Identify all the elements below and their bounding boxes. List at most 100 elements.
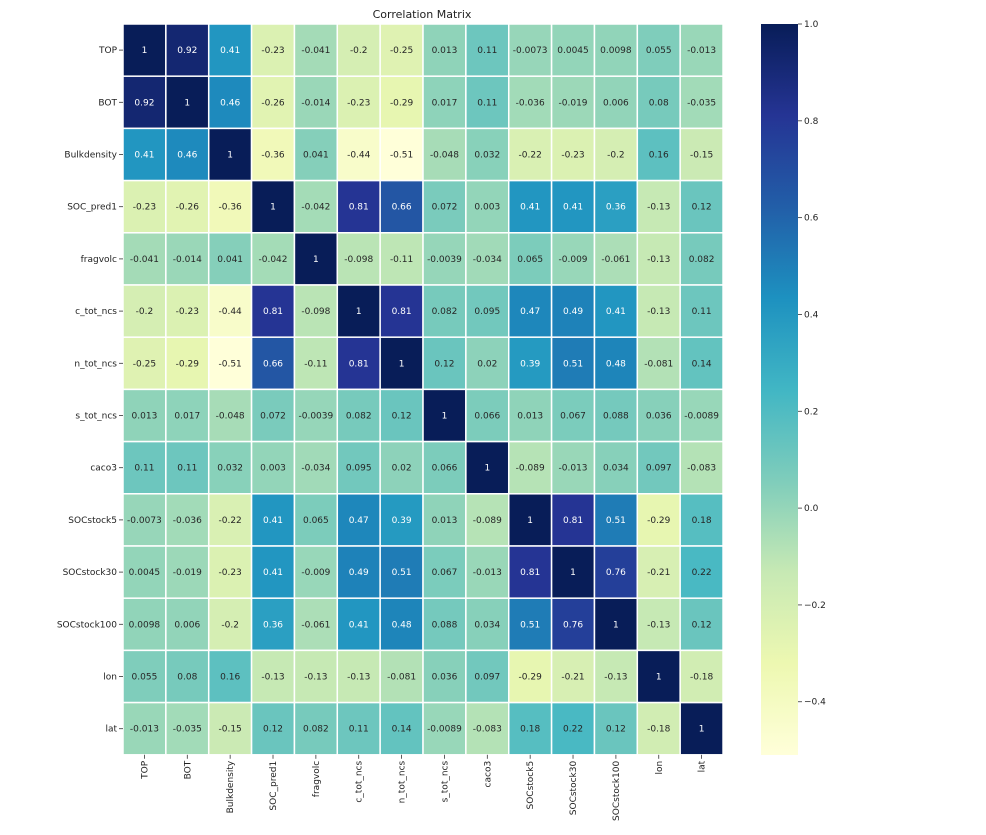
cell-value-label: -0.13 — [304, 673, 327, 683]
cell-value-label: -0.013 — [130, 725, 159, 735]
cell-value-label: 0.032 — [217, 464, 243, 474]
cell-value-label: -0.013 — [473, 568, 502, 578]
heatmap-cell — [379, 597, 424, 652]
cell-value-label: 0.81 — [392, 307, 412, 317]
cell-value-label: 0.49 — [563, 307, 583, 317]
cell-value-label: 0.032 — [474, 151, 500, 161]
cell-value-label: -0.26 — [176, 203, 200, 213]
heatmap-cell — [379, 284, 424, 338]
cell-value-label: 0.067 — [560, 412, 586, 422]
cell-value-label: 0.072 — [432, 203, 458, 213]
heatmap-cell — [207, 179, 253, 234]
heatmap-cell — [122, 597, 167, 652]
cell-value-label: -0.44 — [219, 307, 243, 317]
heatmap-cell — [207, 284, 253, 338]
cell-value-label: 0.47 — [520, 307, 540, 317]
cell-value-label: 0.18 — [692, 516, 712, 526]
y-tick-label: c_tot_ncs — [75, 307, 117, 317]
cell-value-label: 0.12 — [606, 725, 626, 735]
heatmap-cell — [507, 232, 553, 286]
heatmap-cell — [250, 388, 296, 443]
heatmap-cell — [379, 75, 424, 130]
cell-value-label: -0.29 — [176, 359, 200, 369]
cell-value-label: 1 — [613, 620, 619, 630]
cell-value-label: 0.066 — [432, 464, 458, 474]
cell-value-label: -0.23 — [133, 203, 156, 213]
cell-value-label: -0.035 — [687, 98, 716, 108]
heatmap-cell — [636, 179, 681, 234]
cell-value-label: 0.36 — [263, 620, 283, 630]
cell-value-label: 0.18 — [520, 725, 540, 735]
cell-value-label: -0.0039 — [298, 412, 333, 422]
y-tick-label: s_tot_ncs — [75, 412, 117, 422]
cell-value-label: 0.003 — [474, 203, 500, 213]
heatmap-cells: 1 0.92 0.41 -0.23 -0.041 -0.2 -0.25 0.013 0.11 -0… — [122, 23, 724, 756]
cell-value-label: 0.49 — [349, 568, 369, 578]
x-tick-label: c_tot_ncs — [355, 760, 365, 802]
heatmap-cell — [165, 545, 210, 599]
cell-value-label: -0.061 — [601, 255, 630, 265]
cell-value-label: 1 — [527, 516, 533, 526]
cell-value-label: -0.23 — [261, 46, 284, 56]
heatmap-cell — [507, 388, 553, 443]
heatmap-cell — [422, 493, 467, 547]
cell-value-label: 1 — [699, 725, 705, 735]
cell-value-label: -0.019 — [559, 98, 588, 108]
chart-title: Correlation Matrix — [373, 8, 472, 21]
cell-value-label: 0.66 — [392, 203, 412, 213]
cell-value-label: 0.065 — [517, 255, 543, 265]
cell-value-label: 0.006 — [603, 98, 629, 108]
heatmap-cell — [122, 388, 167, 443]
x-tick-label: SOCstock100 — [612, 761, 622, 821]
cell-value-label: 0.76 — [606, 568, 626, 578]
colorbar-tick-label: 0.6 — [804, 214, 819, 224]
cell-value-label: -0.36 — [261, 151, 285, 161]
heatmap-cell — [422, 597, 467, 652]
heatmap-cell — [636, 493, 681, 547]
x-tick-label: SOCstock5 — [526, 761, 536, 810]
cell-value-label: -0.042 — [259, 255, 288, 265]
heatmap-cell — [422, 284, 467, 338]
heatmap-cell — [422, 440, 467, 495]
heatmap-cell — [165, 284, 210, 338]
cell-value-label: -0.36 — [219, 203, 243, 213]
heatmap-cell — [507, 545, 553, 599]
heatmap-cell — [293, 545, 339, 599]
y-tick-label: n_tot_ncs — [74, 359, 117, 369]
cell-value-label: 0.006 — [174, 620, 200, 630]
cell-value-label: 0.034 — [474, 620, 500, 630]
heatmap-cell — [550, 232, 596, 286]
cell-value-label: 0.22 — [563, 725, 583, 735]
heatmap-cell — [593, 336, 639, 391]
x-tick-label: TOP — [140, 760, 150, 780]
heatmap-cell — [422, 179, 467, 234]
x-tick-label: Bulkdensity — [226, 760, 236, 813]
cell-value-label: 1 — [356, 307, 362, 317]
colorbar-tick-label: 1.0 — [804, 20, 819, 30]
cell-value-label: -0.083 — [687, 464, 716, 474]
cell-value-label: 0.11 — [692, 307, 712, 317]
cell-value-label: -0.034 — [473, 255, 502, 265]
heatmap-cell — [679, 545, 724, 599]
heatmap-cell — [679, 597, 724, 652]
cell-value-label: 0.41 — [263, 516, 283, 526]
cell-value-label: -0.22 — [519, 151, 542, 161]
cell-value-label: -0.0039 — [427, 255, 462, 265]
cell-value-label: -0.23 — [219, 568, 242, 578]
cell-value-label: -0.21 — [647, 568, 670, 578]
heatmap-cell — [250, 336, 296, 391]
cell-value-label: -0.0073 — [513, 46, 548, 56]
cell-value-label: 0.81 — [263, 307, 283, 317]
cell-value-label: -0.081 — [644, 359, 673, 369]
y-tick-labels: TOP BOT Bulkdensity SOC_pred1 fragvolc c_tot_… — [57, 46, 123, 735]
cell-value-label: 1 — [484, 464, 490, 474]
cell-value-label: 0.0045 — [129, 568, 161, 578]
colorbar: 1.0 0.8 0.6 0.4 0.2 0.0 −0.2 −0.4 — [761, 20, 826, 755]
cell-value-label: 0.02 — [392, 464, 412, 474]
heatmap-cell — [122, 493, 167, 547]
heatmap-cell — [507, 440, 553, 495]
heatmap-cell — [293, 284, 339, 338]
cell-value-label: -0.18 — [690, 673, 714, 683]
cell-value-label: 0.39 — [392, 516, 412, 526]
